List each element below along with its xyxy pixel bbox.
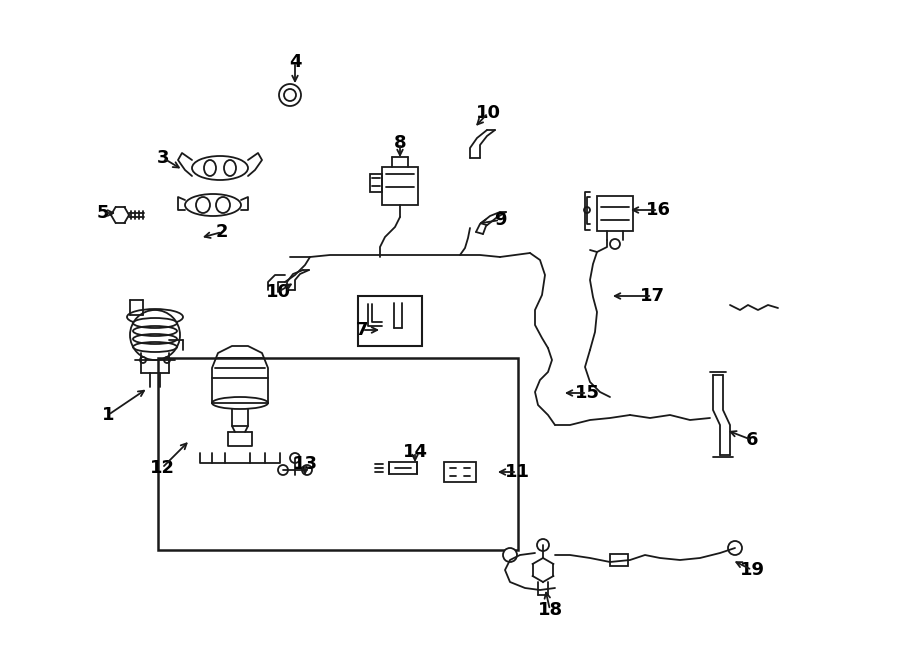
Circle shape <box>610 239 620 249</box>
Ellipse shape <box>185 194 241 216</box>
Ellipse shape <box>224 160 236 176</box>
Bar <box>158 358 518 550</box>
Text: 14: 14 <box>402 443 428 461</box>
Circle shape <box>164 357 170 363</box>
Circle shape <box>130 310 180 360</box>
Circle shape <box>302 465 312 475</box>
Circle shape <box>279 84 301 106</box>
Bar <box>358 296 422 346</box>
Bar <box>597 196 633 231</box>
Text: 4: 4 <box>289 53 302 71</box>
Text: 1: 1 <box>102 406 114 424</box>
Text: 10: 10 <box>475 104 500 122</box>
Circle shape <box>278 465 288 475</box>
Text: 7: 7 <box>356 321 368 339</box>
Bar <box>370 174 382 192</box>
Text: 12: 12 <box>149 459 175 477</box>
Ellipse shape <box>127 309 183 325</box>
Bar <box>382 167 418 205</box>
Circle shape <box>503 548 517 562</box>
Text: 3: 3 <box>157 149 169 167</box>
Text: 6: 6 <box>746 431 758 449</box>
Circle shape <box>284 89 296 101</box>
Text: 19: 19 <box>740 561 764 579</box>
Ellipse shape <box>196 197 210 213</box>
Text: 16: 16 <box>645 201 670 219</box>
Circle shape <box>140 357 146 363</box>
Text: 10: 10 <box>266 283 291 301</box>
Ellipse shape <box>212 397 268 409</box>
Bar <box>389 462 417 474</box>
Bar <box>610 554 628 566</box>
Text: 5: 5 <box>97 204 109 222</box>
Text: 15: 15 <box>574 384 599 402</box>
Text: 13: 13 <box>292 455 318 473</box>
Circle shape <box>584 207 590 213</box>
Text: 2: 2 <box>216 223 229 241</box>
Circle shape <box>728 541 742 555</box>
Ellipse shape <box>192 156 248 180</box>
Text: 18: 18 <box>537 601 562 619</box>
Ellipse shape <box>204 160 216 176</box>
Text: 11: 11 <box>505 463 529 481</box>
Bar <box>444 462 476 482</box>
Circle shape <box>290 453 300 463</box>
Text: 17: 17 <box>640 287 664 305</box>
Circle shape <box>537 539 549 551</box>
Text: 9: 9 <box>494 211 506 229</box>
Text: 8: 8 <box>393 134 406 152</box>
Ellipse shape <box>216 197 230 213</box>
